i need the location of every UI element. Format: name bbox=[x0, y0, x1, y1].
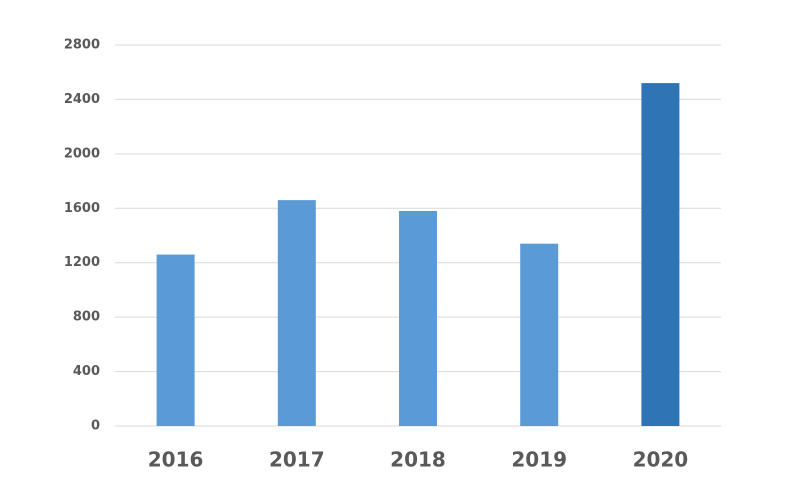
bar bbox=[277, 200, 316, 426]
bar bbox=[156, 254, 195, 426]
y-tick-label: 1600 bbox=[64, 201, 100, 216]
y-tick-label: 0 bbox=[91, 419, 100, 434]
x-tick-label: 2016 bbox=[148, 448, 204, 472]
y-tick-label: 800 bbox=[73, 310, 100, 325]
x-tick-label: 2018 bbox=[390, 448, 446, 472]
bar bbox=[641, 83, 680, 426]
y-tick-label: 2400 bbox=[64, 92, 100, 107]
y-tick-label: 2000 bbox=[64, 146, 100, 161]
x-tick-label: 2020 bbox=[633, 448, 689, 472]
x-tick-label: 2019 bbox=[511, 448, 567, 472]
y-tick-label: 2800 bbox=[64, 38, 100, 53]
y-tick-label: 1200 bbox=[64, 255, 100, 270]
bar bbox=[520, 243, 559, 426]
bar bbox=[399, 211, 437, 426]
x-tick-label: 2017 bbox=[269, 448, 325, 472]
y-tick-label: 400 bbox=[73, 364, 100, 379]
